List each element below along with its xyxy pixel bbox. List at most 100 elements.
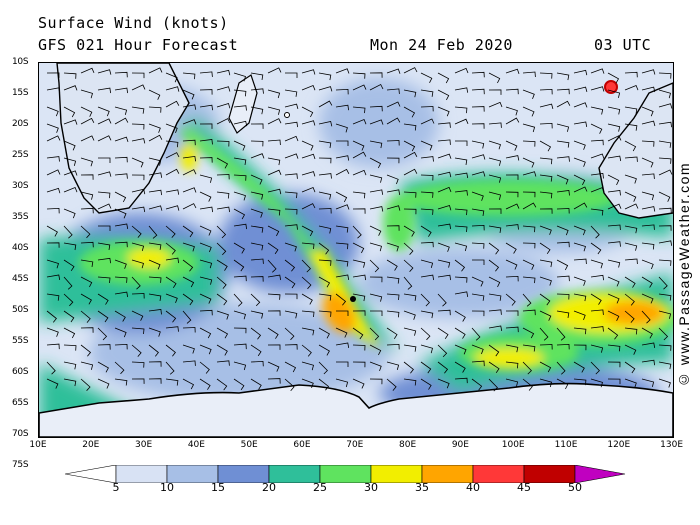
lat-label: 55S <box>12 336 29 346</box>
colorbar-label: 10 <box>160 481 174 494</box>
wind-barb <box>301 186 316 193</box>
wind-barb <box>437 171 452 178</box>
wind-barb <box>335 155 350 161</box>
wind-barb <box>267 106 281 115</box>
wind-barb <box>148 189 162 196</box>
lat-label: 15S <box>12 88 29 98</box>
wind-barb <box>131 310 144 321</box>
wind-barb <box>165 257 179 264</box>
wind-barb <box>505 140 518 151</box>
wind-barb <box>590 293 602 305</box>
wind-barb <box>301 327 315 336</box>
wind-barb <box>267 157 281 166</box>
wind-barb <box>573 327 587 335</box>
wind-barb <box>63 242 77 251</box>
wind-barb <box>369 157 382 169</box>
wind-barb <box>352 191 366 199</box>
wind-barb <box>199 206 213 213</box>
wind-barb <box>165 72 178 83</box>
wind-barb <box>97 361 109 373</box>
wind-barb <box>522 293 532 307</box>
wind-barb <box>267 274 281 281</box>
wind-barb <box>318 140 332 149</box>
wind-barb <box>624 191 637 202</box>
wind-barb <box>641 173 655 179</box>
wind-barb <box>658 191 671 202</box>
wind-barb <box>250 72 264 80</box>
wind-barb <box>199 225 212 236</box>
wind-barb <box>352 361 366 368</box>
wind-barb <box>233 89 247 97</box>
wind-barb <box>46 106 59 117</box>
wind-barb <box>522 242 536 249</box>
wind-barb <box>114 259 127 269</box>
wind-barb <box>46 274 61 280</box>
wind-barb <box>63 106 76 118</box>
wind-barb <box>63 72 77 79</box>
wind-barb <box>165 293 178 304</box>
wind-barb <box>556 225 569 236</box>
wind-barb <box>352 310 366 316</box>
wind-barb <box>318 344 330 356</box>
wind-barb <box>97 310 109 323</box>
wind-barb <box>199 123 213 129</box>
wind-barb <box>386 88 400 94</box>
wind-barb <box>131 106 145 114</box>
wind-barb <box>420 174 434 181</box>
wind-barb <box>437 242 450 252</box>
wind-barb <box>352 106 366 114</box>
wind-barb <box>131 157 144 168</box>
wind-barb <box>488 157 502 166</box>
wind-barb <box>590 173 604 179</box>
wind-barb <box>590 309 604 315</box>
wind-barb <box>318 276 331 288</box>
wind-barb <box>471 191 484 201</box>
wind-barb <box>97 276 111 284</box>
wind-barb <box>573 86 588 93</box>
wind-barb <box>182 187 197 193</box>
wind-barb <box>199 361 210 374</box>
wind-barb <box>641 242 655 250</box>
wind-barb <box>420 89 434 97</box>
wind-barb <box>352 274 366 281</box>
wind-barb <box>403 378 417 386</box>
wind-barb <box>369 206 384 212</box>
wind-barb <box>590 123 603 134</box>
wind-barb <box>46 327 59 337</box>
wind-barb <box>624 327 638 335</box>
wind-barb <box>386 205 401 211</box>
wind-barb <box>522 225 536 233</box>
wind-barb <box>437 378 450 389</box>
wind-barb <box>63 140 76 151</box>
wind-barb <box>267 344 281 350</box>
wind-barb <box>97 257 111 264</box>
wind-barb <box>114 378 128 386</box>
wind-barb <box>233 361 247 371</box>
wind-barb <box>658 121 672 128</box>
wind-barb <box>267 378 281 384</box>
wind-barb <box>522 344 536 352</box>
colorbar-label: 5 <box>112 481 120 494</box>
wind-barb <box>199 174 213 183</box>
wind-barb <box>352 72 366 79</box>
wind-barb <box>590 361 600 375</box>
wind-barb <box>386 68 401 74</box>
wind-barb <box>46 187 61 194</box>
wind-barb <box>165 189 180 195</box>
wind-barb <box>590 344 604 353</box>
lat-label: 70S <box>12 429 29 439</box>
wind-barb <box>80 259 94 267</box>
wind-barb <box>199 276 213 285</box>
wind-barb <box>488 378 498 392</box>
wind-barb <box>165 242 176 255</box>
wind-barb <box>352 140 365 151</box>
wind-barb <box>556 293 570 300</box>
wind-barb <box>63 157 77 167</box>
wind-barb <box>216 242 227 256</box>
wind-barb <box>420 293 430 307</box>
wind-barb <box>641 120 656 127</box>
lat-label: 45S <box>12 274 29 284</box>
wind-barb <box>199 71 213 77</box>
wind-barb <box>352 208 366 214</box>
wind-barb <box>369 242 382 252</box>
